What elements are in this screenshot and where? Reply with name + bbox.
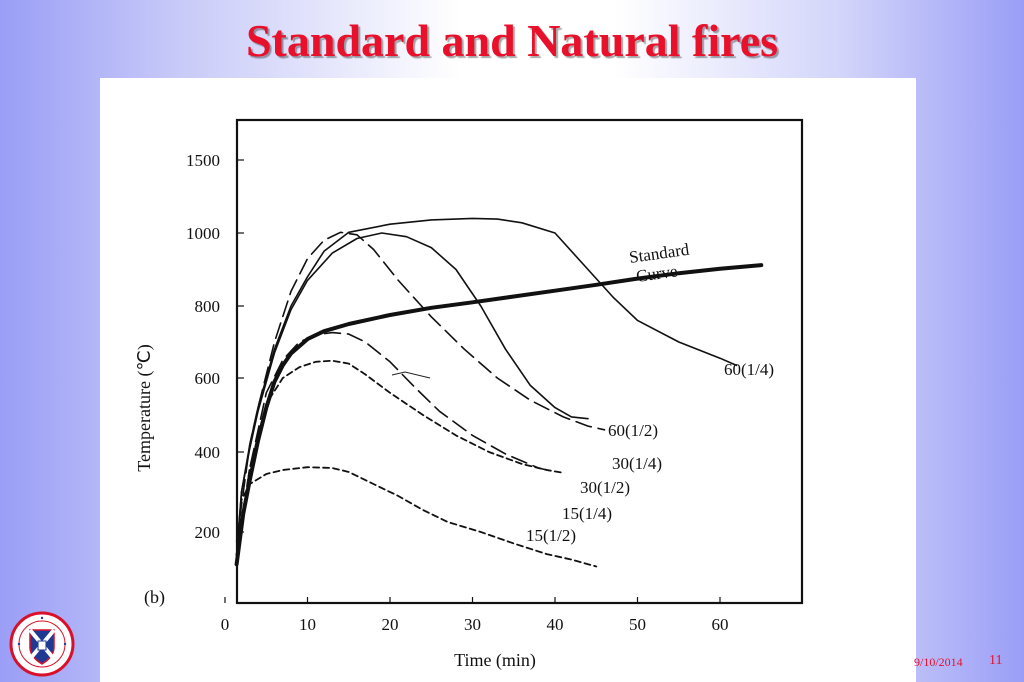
y-tick-label: 400 xyxy=(195,443,221,462)
series-line-5 xyxy=(235,359,565,556)
x-axis-label: Time (min) xyxy=(454,650,536,671)
y-tick-label: 200 xyxy=(195,523,221,542)
series-line-6 xyxy=(235,466,598,568)
series-line-2 xyxy=(235,232,589,556)
series-line-3 xyxy=(235,231,606,542)
panel-label: (b) xyxy=(144,587,165,608)
stray-mark xyxy=(391,371,431,379)
annotation-15-half: 15(1/2) xyxy=(526,526,576,545)
y-tick-label: 1500 xyxy=(186,151,220,170)
series-line-0 xyxy=(234,263,764,567)
slide-page-number: 11 xyxy=(989,653,1003,668)
series-line-4 xyxy=(235,331,556,556)
plot-frame xyxy=(235,118,804,605)
temperature-time-chart: 200 400 600 800 1000 1500 0 10 20 30 40 50 60 Time … xyxy=(134,118,804,671)
y-tick-label: 600 xyxy=(195,369,221,388)
y-tick-label: 800 xyxy=(195,297,221,316)
annotation-60-half: 60(1/2) xyxy=(608,421,658,440)
x-tick-label: 60 xyxy=(712,615,729,634)
x-tick-label: 20 xyxy=(382,615,399,634)
slide-title: Standard and Natural fires xyxy=(245,15,779,66)
y-tick-label: 1000 xyxy=(186,224,220,243)
x-tick-label: 30 xyxy=(464,615,481,634)
x-tick-label: 10 xyxy=(299,615,316,634)
x-tick-label: 40 xyxy=(547,615,564,634)
annotation-30-half: 30(1/2) xyxy=(580,478,630,497)
annotation-60-quarter: 60(1/4) xyxy=(724,360,774,379)
x-tick-label: 0 xyxy=(221,615,230,634)
annotation-15-quarter: 15(1/4) xyxy=(562,504,612,523)
slide-date: 9/10/2014 xyxy=(914,655,963,669)
series-line-1 xyxy=(235,217,738,556)
x-tick-label: 50 xyxy=(629,615,646,634)
figure-panel: 200 400 600 800 1000 1500 0 10 20 30 40 50 60 Time … xyxy=(100,78,916,682)
annotation-30-quarter: 30(1/4) xyxy=(612,454,662,473)
university-logo xyxy=(9,611,75,677)
y-axis-label: Temperature (℃) xyxy=(134,344,155,471)
